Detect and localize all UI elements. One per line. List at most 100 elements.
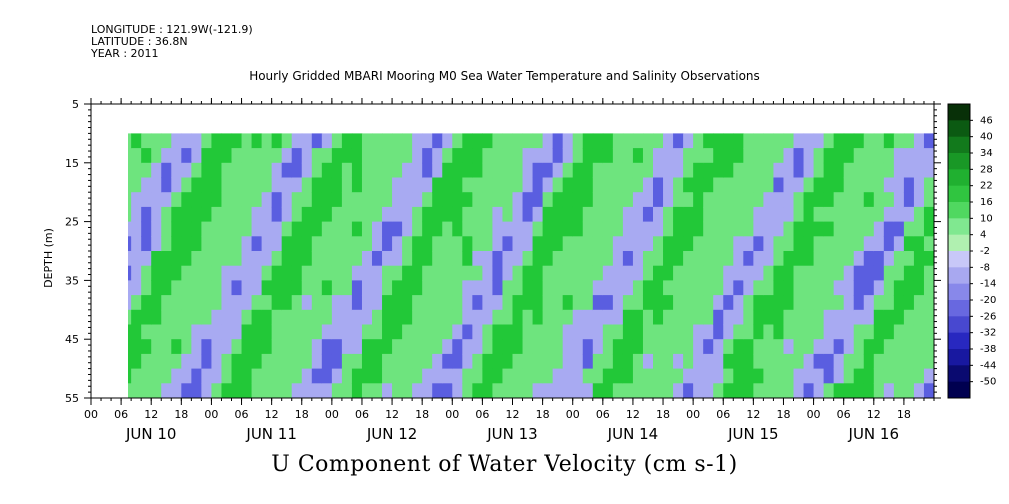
heatmap-cell	[863, 251, 875, 267]
heatmap-cell	[492, 162, 504, 179]
heatmap-cell	[351, 309, 363, 326]
x-day-label: JUN 15	[727, 425, 778, 443]
heatmap-cell	[281, 383, 293, 398]
heatmap-cell	[572, 353, 584, 370]
heatmap-cell	[542, 192, 554, 208]
heatmap-cell	[331, 368, 343, 384]
heatmap-cell	[372, 221, 383, 237]
heatmap-cell	[753, 339, 764, 355]
heatmap-cell	[191, 162, 202, 179]
heatmap-cell	[753, 133, 764, 149]
heatmap-cell	[753, 324, 764, 340]
heatmap-cell	[723, 353, 734, 370]
heatmap-cell	[171, 206, 182, 223]
heatmap-cell	[151, 221, 162, 237]
heatmap-cell	[382, 221, 393, 237]
heatmap-cell	[261, 265, 273, 281]
heatmap-cell	[221, 206, 233, 223]
heatmap-cell	[128, 162, 132, 179]
heatmap-cell	[201, 309, 213, 326]
heatmap-cell	[221, 221, 233, 237]
heatmap-cell	[341, 251, 353, 267]
heatmap-cell	[141, 339, 152, 355]
heatmap-cell	[673, 206, 684, 223]
heatmap-cell	[502, 251, 514, 267]
heatmap-cell	[472, 265, 483, 281]
x-day-label: JUN 11	[245, 425, 296, 443]
heatmap-cell	[131, 353, 142, 370]
heatmap-cell	[572, 206, 584, 223]
heatmap-cell	[432, 221, 443, 237]
heatmap-cell	[361, 251, 373, 267]
heatmap-cell	[341, 206, 353, 223]
heatmap-cell	[291, 368, 303, 384]
heatmap-cell	[653, 324, 664, 340]
heatmap-cell	[472, 280, 483, 296]
heatmap-cell	[412, 162, 423, 179]
heatmap-cell	[713, 192, 724, 208]
heatmap-cell	[492, 177, 504, 193]
heatmap-cell	[131, 309, 142, 326]
heatmap-cell	[833, 353, 845, 370]
heatmap-cell	[602, 280, 614, 296]
heatmap-cell	[653, 251, 664, 267]
heatmap-cell	[733, 221, 744, 237]
heatmap-cell	[653, 148, 664, 164]
x-hour-tick-label: 06	[596, 408, 610, 421]
heatmap-cell	[432, 353, 443, 370]
x-day-label: JUN 14	[607, 425, 658, 443]
heatmap-cell	[432, 148, 443, 164]
heatmap-cell	[392, 324, 403, 340]
heatmap-cell	[843, 177, 855, 193]
heatmap-cell	[412, 339, 423, 355]
heatmap-cell	[281, 251, 293, 267]
heatmap-cell	[201, 353, 213, 370]
heatmap-cell	[893, 177, 905, 193]
heatmap-cell	[612, 368, 624, 384]
colorbar-label: -8	[980, 262, 990, 273]
heatmap-cell	[442, 236, 453, 252]
heatmap-cell	[823, 324, 835, 340]
heatmap-cell	[713, 339, 724, 355]
heatmap-cell	[572, 162, 584, 179]
heatmap-cell	[813, 383, 825, 398]
colorbar-swatch	[948, 234, 970, 252]
heatmap-cell	[763, 192, 775, 208]
heatmap-cell	[723, 265, 734, 281]
heatmap-cell	[221, 339, 233, 355]
heatmap-cell	[201, 177, 213, 193]
heatmap-cell	[512, 280, 524, 296]
heatmap-cell	[923, 133, 934, 149]
heatmap-cell	[412, 368, 423, 384]
heatmap-cell	[642, 324, 654, 340]
heatmap-cell	[181, 177, 192, 193]
heatmap-cell	[693, 162, 704, 179]
heatmap-cell	[622, 339, 634, 355]
heatmap-cell	[321, 265, 333, 281]
heatmap-cell	[642, 368, 654, 384]
heatmap-cell	[863, 162, 875, 179]
heatmap-cell	[151, 148, 162, 164]
heatmap-cell	[903, 383, 915, 398]
heatmap-cell	[191, 280, 202, 296]
heatmap-cell	[893, 162, 905, 179]
heatmap-cell	[853, 133, 865, 149]
heatmap-cell	[151, 353, 162, 370]
heatmap-cell	[341, 148, 353, 164]
heatmap-cell	[351, 353, 363, 370]
heatmap-cell	[803, 353, 815, 370]
heatmap-cell	[903, 206, 915, 223]
heatmap-cell	[141, 368, 152, 384]
heatmap-cell	[793, 383, 805, 398]
heatmap-cell	[823, 353, 835, 370]
heatmap-cell	[713, 280, 724, 296]
colorbar-label: 4	[980, 230, 986, 241]
heatmap-cell	[221, 324, 233, 340]
heatmap-cell	[502, 162, 514, 179]
heatmap-cell	[713, 148, 724, 164]
heatmap-cell	[542, 236, 554, 252]
heatmap-cell	[693, 353, 704, 370]
heatmap-cell	[392, 177, 403, 193]
heatmap-cell	[331, 339, 343, 355]
heatmap-cell	[873, 383, 885, 398]
